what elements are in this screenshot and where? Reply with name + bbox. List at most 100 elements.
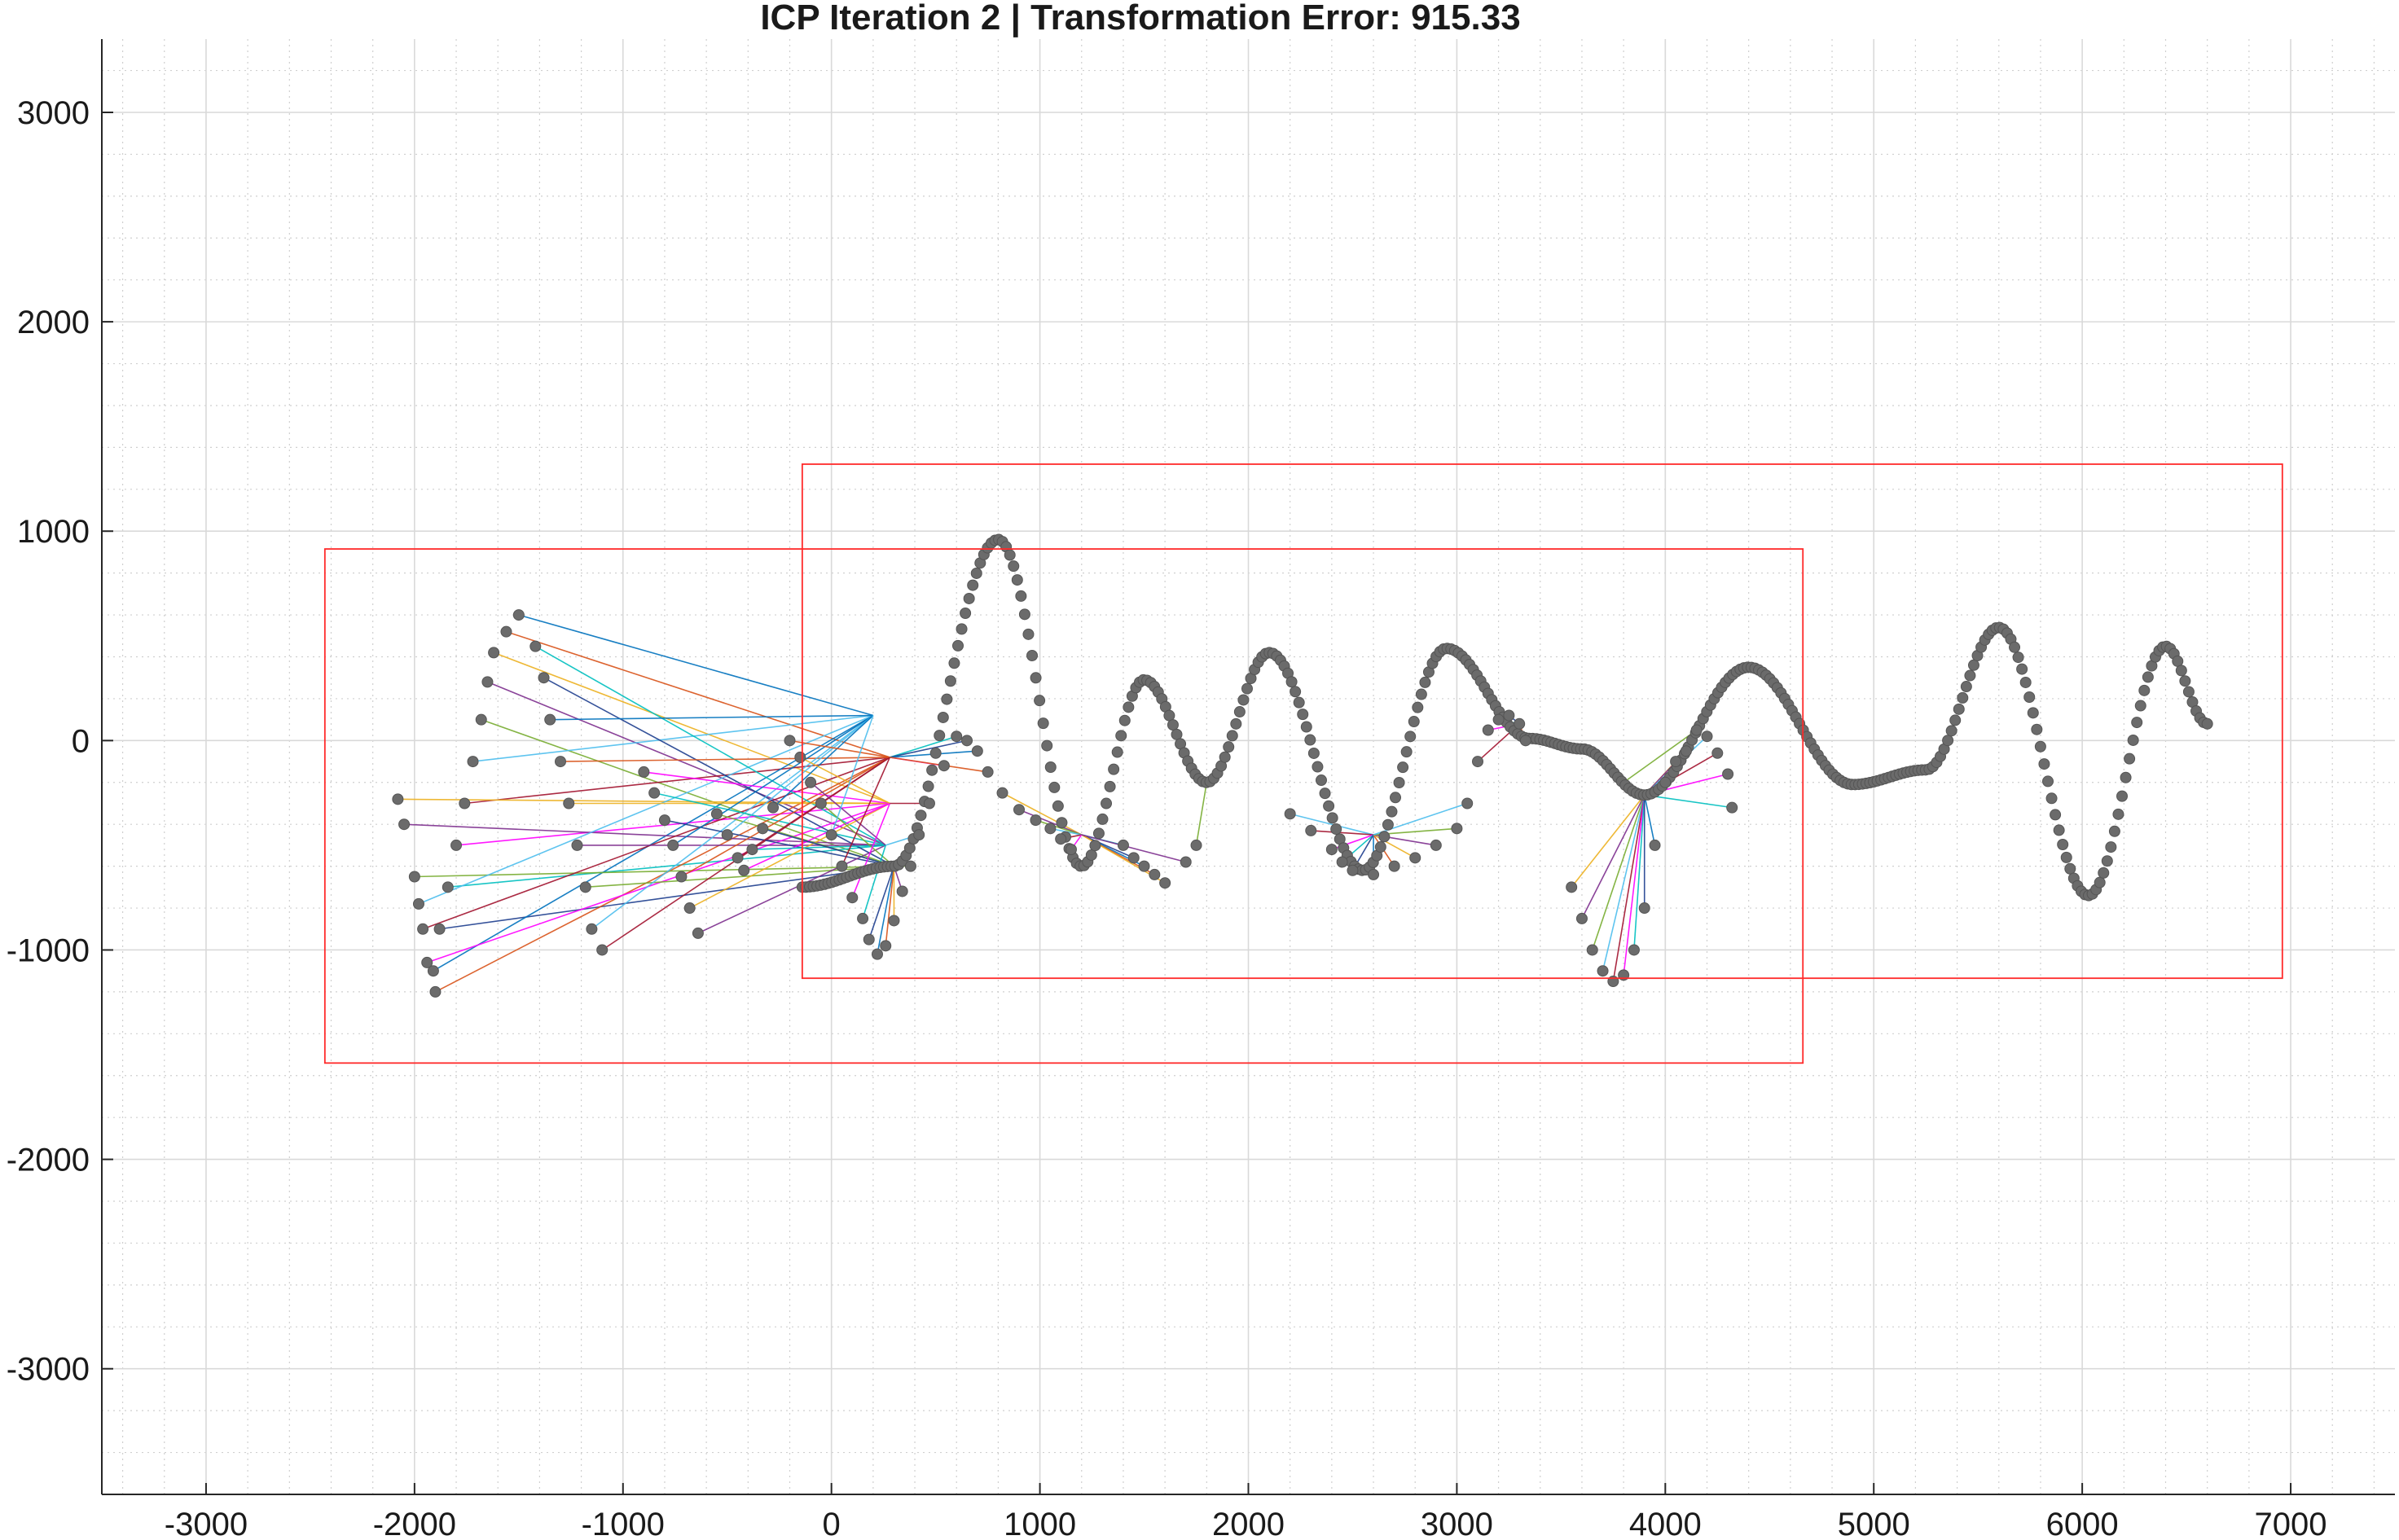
source-point	[1138, 860, 1150, 872]
source-point	[417, 923, 429, 935]
source-point	[996, 787, 1008, 799]
major-grid	[102, 39, 2395, 1494]
curve-point	[1304, 734, 1316, 746]
curve-point	[2027, 707, 2039, 719]
source-point	[1044, 823, 1057, 835]
source-point	[1514, 717, 1526, 730]
curve-point	[1315, 774, 1327, 787]
curve-point	[1237, 694, 1250, 706]
curve-point	[2201, 717, 2213, 730]
correspondence-line	[1018, 809, 1083, 836]
source-point	[1325, 844, 1338, 856]
correspondence-line	[1581, 794, 1645, 919]
source-point	[1030, 814, 1042, 827]
curve-point	[1048, 781, 1061, 793]
source-point	[1055, 833, 1067, 845]
x-tick-labels: -3000 -2000 -1000 0 1000 2000 3000 4000 5000 6000…	[165, 1507, 2327, 1540]
curve-point	[1041, 739, 1053, 752]
curve-point	[2094, 876, 2106, 888]
curve-point	[2038, 758, 2050, 770]
source-point	[683, 902, 696, 915]
curve-point	[1307, 747, 1320, 759]
correspondence-line	[868, 866, 895, 940]
source-point	[784, 735, 796, 747]
chart-title: ICP Iteration 2 | Transformation Error: …	[760, 0, 1520, 38]
curve-point	[1285, 676, 1298, 688]
source-point	[398, 818, 411, 831]
source-point	[1388, 860, 1400, 872]
x-tick-label: 3000	[1421, 1507, 1493, 1540]
curve-point	[2016, 663, 2028, 675]
y-tick-label: 0	[72, 723, 90, 759]
correspondence-line	[447, 845, 886, 888]
curve-point	[963, 592, 975, 604]
curve-point	[956, 623, 968, 635]
correspondence-line	[737, 757, 890, 859]
curve-point	[1942, 735, 1954, 747]
correspondence-line	[418, 714, 874, 905]
source-point	[538, 672, 550, 684]
source-point	[427, 965, 439, 977]
source-point	[1482, 724, 1494, 736]
curve-point	[1011, 574, 1023, 586]
source-point	[1628, 944, 1640, 956]
source-point	[481, 676, 494, 688]
source-point	[392, 793, 404, 805]
source-point	[923, 797, 935, 809]
curve-point	[2019, 676, 2032, 688]
source-point	[1368, 868, 1380, 880]
curve-point	[2182, 686, 2195, 698]
source-point	[555, 756, 566, 768]
source-point	[596, 944, 609, 956]
curve-point	[2134, 700, 2146, 712]
source-point	[467, 756, 479, 768]
curve-point	[1115, 730, 1127, 742]
curve-point	[1386, 805, 1398, 818]
curve-point	[1026, 649, 1039, 661]
y-tick-label: -3000	[7, 1352, 90, 1388]
source-point	[1013, 804, 1025, 816]
source-point	[1680, 745, 1692, 757]
source-point	[1726, 801, 1738, 814]
y-tick-label: -1000	[7, 932, 90, 968]
source-point	[871, 948, 883, 960]
curve-point	[960, 607, 972, 619]
curve-point	[2041, 775, 2054, 788]
correspondence-line	[1612, 795, 1645, 982]
correspondence-line	[752, 845, 886, 850]
curve-point	[1412, 701, 1424, 713]
source-point	[563, 797, 575, 809]
source-point	[667, 839, 679, 851]
curve-point	[1004, 549, 1016, 561]
curve-point	[934, 730, 946, 742]
source-point	[1117, 839, 1129, 851]
source-point	[488, 647, 500, 659]
source-point	[442, 881, 454, 893]
curve-point	[1374, 841, 1386, 853]
source-point	[757, 823, 769, 835]
source-point	[805, 776, 817, 788]
correspondence-line	[518, 614, 874, 717]
x-tick-label: 5000	[1838, 1507, 1910, 1540]
curve-point	[937, 711, 949, 723]
curve-point	[929, 747, 942, 759]
curve-point	[1960, 681, 1972, 693]
curve-point	[1400, 746, 1413, 758]
curve-point	[1034, 695, 1046, 707]
correspondence-line	[1311, 830, 1374, 836]
correspondence-line	[560, 757, 890, 762]
curve-point	[1037, 717, 1049, 730]
curve-point	[1108, 763, 1120, 775]
curve-point	[2060, 851, 2072, 863]
curve-point	[1330, 823, 1342, 836]
source-point	[512, 609, 525, 621]
source-point	[1127, 852, 1140, 864]
curve-point	[1111, 746, 1123, 758]
source-point	[982, 766, 994, 778]
source-point	[710, 808, 723, 820]
source-point	[421, 956, 433, 968]
source-point	[408, 871, 420, 883]
correspondence-line	[1571, 794, 1645, 888]
correspondence-line	[697, 845, 886, 934]
source-point	[913, 829, 925, 841]
